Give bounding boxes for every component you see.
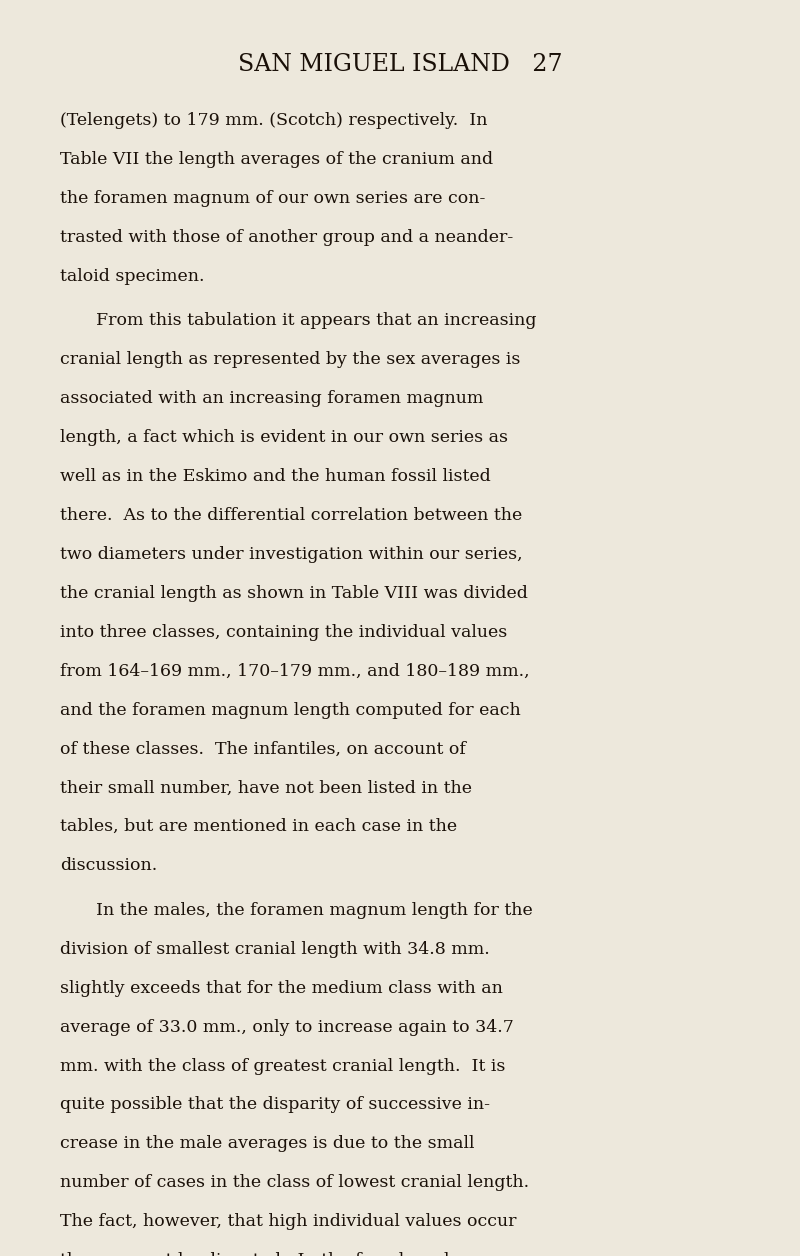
Text: number of cases in the class of lowest cranial length.: number of cases in the class of lowest c… (60, 1174, 529, 1191)
Text: mm. with the class of greatest cranial length.  It is: mm. with the class of greatest cranial l… (60, 1058, 506, 1075)
Text: of these classes.  The infantiles, on account of: of these classes. The infantiles, on acc… (60, 741, 466, 757)
Text: taloid specimen.: taloid specimen. (60, 268, 205, 285)
Text: quite possible that the disparity of successive in-: quite possible that the disparity of suc… (60, 1096, 490, 1114)
Text: and the foramen magnum length computed for each: and the foramen magnum length computed f… (60, 702, 521, 718)
Text: In the males, the foramen magnum length for the: In the males, the foramen magnum length … (96, 902, 533, 919)
Text: from 164–169 mm., 170–179 mm., and 180–189 mm.,: from 164–169 mm., 170–179 mm., and 180–1… (60, 663, 530, 679)
Text: average of 33.0 mm., only to increase again to 34.7: average of 33.0 mm., only to increase ag… (60, 1019, 514, 1036)
Text: division of smallest cranial length with 34.8 mm.: division of smallest cranial length with… (60, 941, 490, 958)
Text: associated with an increasing foramen magnum: associated with an increasing foramen ma… (60, 391, 483, 407)
Text: the foramen magnum of our own series are con-: the foramen magnum of our own series are… (60, 190, 486, 207)
Text: (Telengets) to 179 mm. (Scotch) respectively.  In: (Telengets) to 179 mm. (Scotch) respecti… (60, 112, 487, 129)
Text: there cannot be disputed.  In the females whose: there cannot be disputed. In the females… (60, 1252, 485, 1256)
Text: discussion.: discussion. (60, 857, 158, 874)
Text: Table VII the length averages of the cranium and: Table VII the length averages of the cra… (60, 151, 493, 168)
Text: trasted with those of another group and a neander-: trasted with those of another group and … (60, 229, 514, 246)
Text: the cranial length as shown in Table VIII was divided: the cranial length as shown in Table VII… (60, 585, 528, 602)
Text: length, a fact which is evident in our own series as: length, a fact which is evident in our o… (60, 430, 508, 446)
Text: slightly exceeds that for the medium class with an: slightly exceeds that for the medium cla… (60, 980, 503, 997)
Text: there.  As to the differential correlation between the: there. As to the differential correlatio… (60, 507, 522, 524)
Text: SAN MIGUEL ISLAND   27: SAN MIGUEL ISLAND 27 (238, 53, 562, 77)
Text: into three classes, containing the individual values: into three classes, containing the indiv… (60, 624, 507, 641)
Text: crease in the male averages is due to the small: crease in the male averages is due to th… (60, 1135, 474, 1153)
Text: two diameters under investigation within our series,: two diameters under investigation within… (60, 546, 522, 563)
Text: The fact, however, that high individual values occur: The fact, however, that high individual … (60, 1213, 517, 1230)
Text: their small number, have not been listed in the: their small number, have not been listed… (60, 780, 472, 796)
Text: well as in the Eskimo and the human fossil listed: well as in the Eskimo and the human foss… (60, 468, 490, 485)
Text: From this tabulation it appears that an increasing: From this tabulation it appears that an … (96, 313, 537, 329)
Text: cranial length as represented by the sex averages is: cranial length as represented by the sex… (60, 352, 520, 368)
Text: tables, but are mentioned in each case in the: tables, but are mentioned in each case i… (60, 818, 457, 835)
